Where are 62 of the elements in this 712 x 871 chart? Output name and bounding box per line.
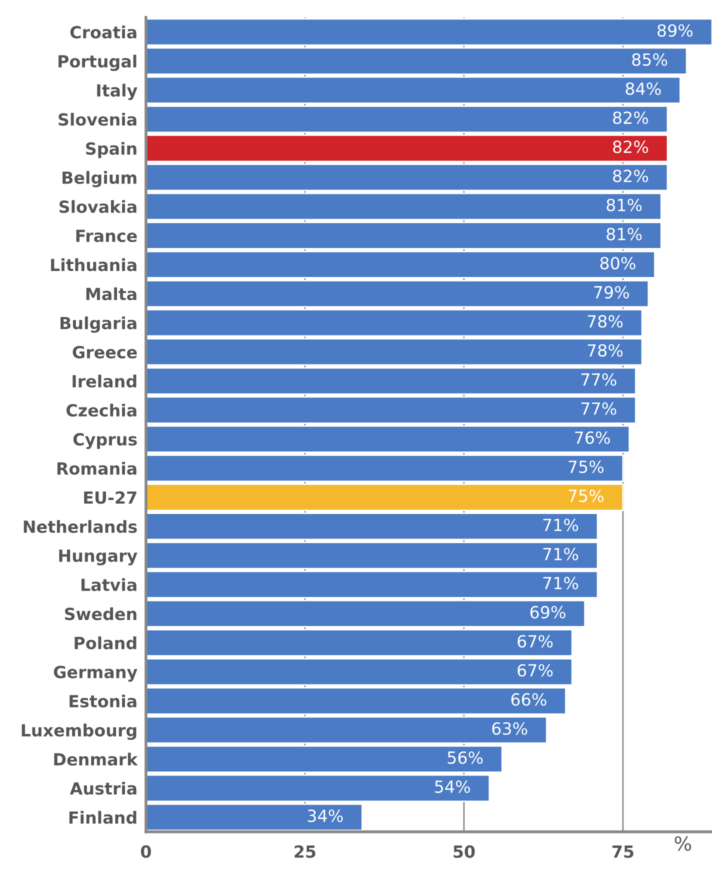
data-label: 75% <box>568 460 604 474</box>
y-tick-label: Sweden <box>65 607 136 620</box>
data-label: 81% <box>606 228 642 240</box>
y-tick-label: Ireland <box>72 374 136 388</box>
data-label: 85% <box>632 53 668 66</box>
data-label: 66% <box>511 693 546 706</box>
data-label: 34% <box>308 809 343 822</box>
data-label: 67% <box>518 634 553 648</box>
data-label: 76% <box>575 431 610 444</box>
data-label: 56% <box>448 751 483 764</box>
y-tick-label: Netherlands <box>24 520 137 533</box>
data-label: 84% <box>626 82 661 95</box>
y-tick-label: Malta <box>86 287 136 300</box>
data-label: 71% <box>543 576 578 590</box>
y-tick-label: Germany <box>54 666 138 682</box>
data-label: 82% <box>613 140 648 154</box>
data-label: 69% <box>530 606 566 618</box>
data-label: 75% <box>568 490 604 502</box>
data-label: 78% <box>588 315 623 328</box>
y-tick-label: EU-27 <box>84 491 136 504</box>
data-label: 77% <box>581 373 616 386</box>
y-tick-label: Hungary <box>59 550 138 566</box>
x-axis-title: % <box>674 836 692 851</box>
y-tick-label: Estonia <box>70 694 136 708</box>
y-tick-label: Croatia <box>70 26 136 39</box>
data-label: 71% <box>543 518 578 532</box>
data-label: 67% <box>518 664 553 677</box>
data-label: 79% <box>594 286 629 299</box>
data-label: 77% <box>581 402 616 415</box>
y-tick-label: Cyprus <box>73 433 137 450</box>
data-label: 89% <box>658 24 693 37</box>
y-tick-label: Lithuania <box>51 258 136 272</box>
data-label: 54% <box>435 780 470 794</box>
data-label: 71% <box>543 548 578 560</box>
y-tick-label: Belgium <box>62 171 136 188</box>
y-tick-label: Finland <box>69 810 136 824</box>
y-tick-label: Austria <box>70 782 136 795</box>
y-tick-label: Romania <box>57 462 136 475</box>
x-tick-label: 75 <box>612 846 634 858</box>
y-tick-label: Denmark <box>54 752 138 766</box>
x-tick-label: 25 <box>294 845 316 858</box>
data-label: 81% <box>606 198 642 212</box>
data-label: 78% <box>588 344 623 357</box>
y-tick-label: Latvia <box>82 578 136 592</box>
data-label: 80% <box>600 256 636 270</box>
data-label: 63% <box>492 722 528 735</box>
y-tick-label: Slovakia <box>60 200 136 214</box>
y-tick-label: Italy <box>97 84 138 100</box>
y-tick-label: Greece <box>72 346 137 358</box>
y-tick-label: Czechia <box>66 404 136 417</box>
y-tick-label: Spain <box>86 142 136 158</box>
x-tick-label: 0 <box>140 845 151 858</box>
data-label: 82% <box>613 111 648 124</box>
y-tick-label: Poland <box>74 636 136 650</box>
data-label: 82% <box>613 170 648 182</box>
x-tick-label: 50 <box>454 845 475 858</box>
y-tick-label: Slovenia <box>58 112 136 126</box>
y-tick-label: Luxembourg <box>22 724 136 740</box>
y-tick-label: Portugal <box>58 54 136 71</box>
y-tick-label: Bulgaria <box>60 316 136 333</box>
y-tick-label: France <box>76 230 137 242</box>
bar <box>146 18 712 46</box>
